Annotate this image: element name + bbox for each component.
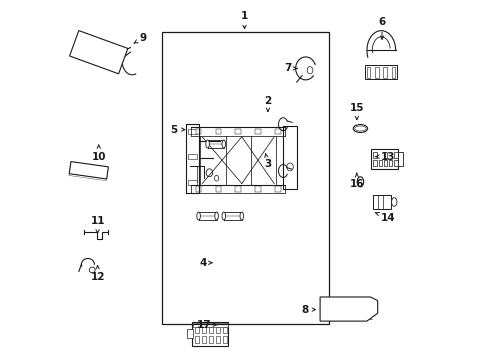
Bar bbox=[195, 129, 201, 134]
Text: 6: 6 bbox=[378, 17, 385, 39]
Bar bbox=[393, 152, 397, 158]
Bar bbox=[202, 336, 205, 343]
Text: 3: 3 bbox=[264, 153, 271, 169]
Ellipse shape bbox=[222, 140, 225, 148]
Bar bbox=[370, 149, 397, 169]
Bar bbox=[235, 186, 241, 192]
Bar bbox=[223, 336, 226, 343]
Ellipse shape bbox=[89, 267, 95, 273]
Ellipse shape bbox=[286, 163, 293, 171]
Bar bbox=[274, 129, 280, 134]
Bar bbox=[208, 336, 213, 343]
Ellipse shape bbox=[205, 140, 209, 148]
Text: 9: 9 bbox=[134, 33, 146, 43]
Bar bbox=[391, 67, 394, 78]
Bar bbox=[216, 336, 220, 343]
Bar bbox=[373, 160, 376, 166]
Bar bbox=[374, 67, 378, 78]
Bar bbox=[208, 327, 213, 333]
Polygon shape bbox=[69, 162, 108, 179]
Text: 2: 2 bbox=[264, 96, 271, 112]
Text: 7: 7 bbox=[284, 63, 296, 73]
Bar bbox=[223, 327, 226, 333]
Bar bbox=[383, 160, 386, 166]
Bar bbox=[365, 65, 397, 79]
Bar bbox=[255, 186, 260, 192]
Bar bbox=[373, 152, 376, 158]
Ellipse shape bbox=[240, 212, 243, 220]
Bar bbox=[195, 327, 199, 333]
Bar bbox=[388, 160, 391, 166]
Bar bbox=[186, 329, 192, 338]
Bar bbox=[383, 67, 386, 78]
Bar bbox=[274, 186, 280, 192]
Ellipse shape bbox=[222, 212, 225, 220]
Bar bbox=[373, 195, 390, 209]
Text: 16: 16 bbox=[349, 173, 364, 189]
Bar bbox=[255, 129, 260, 134]
Bar bbox=[195, 186, 201, 192]
Bar bbox=[393, 160, 397, 166]
Ellipse shape bbox=[214, 212, 218, 220]
Ellipse shape bbox=[352, 125, 367, 132]
Ellipse shape bbox=[196, 212, 200, 220]
Text: 8: 8 bbox=[301, 305, 315, 315]
Text: 10: 10 bbox=[91, 145, 106, 162]
Bar bbox=[202, 327, 205, 333]
Text: 13: 13 bbox=[375, 152, 395, 162]
Ellipse shape bbox=[328, 306, 333, 311]
Bar bbox=[195, 336, 199, 343]
Bar bbox=[215, 129, 221, 134]
Text: 17: 17 bbox=[197, 320, 217, 330]
Bar bbox=[216, 327, 220, 333]
Polygon shape bbox=[320, 297, 377, 321]
Bar bbox=[397, 152, 402, 166]
Ellipse shape bbox=[206, 169, 212, 177]
Text: 12: 12 bbox=[90, 266, 104, 282]
Text: 1: 1 bbox=[241, 11, 247, 28]
Ellipse shape bbox=[391, 198, 396, 206]
Bar bbox=[187, 129, 196, 134]
Text: 11: 11 bbox=[90, 216, 104, 233]
Ellipse shape bbox=[306, 67, 312, 74]
Bar bbox=[378, 160, 381, 166]
Bar bbox=[366, 67, 369, 78]
Text: 4: 4 bbox=[199, 258, 212, 268]
Text: 5: 5 bbox=[170, 125, 184, 135]
Ellipse shape bbox=[354, 126, 366, 131]
Bar bbox=[187, 154, 196, 159]
Bar bbox=[193, 323, 227, 327]
Bar bbox=[162, 32, 328, 324]
Ellipse shape bbox=[214, 175, 218, 181]
Ellipse shape bbox=[356, 177, 363, 187]
Text: 14: 14 bbox=[375, 212, 395, 223]
Text: 15: 15 bbox=[349, 103, 364, 120]
Bar bbox=[192, 322, 228, 346]
Bar bbox=[187, 180, 196, 185]
Polygon shape bbox=[69, 31, 127, 74]
Bar bbox=[383, 152, 386, 158]
Bar bbox=[235, 129, 241, 134]
Bar bbox=[215, 186, 221, 192]
